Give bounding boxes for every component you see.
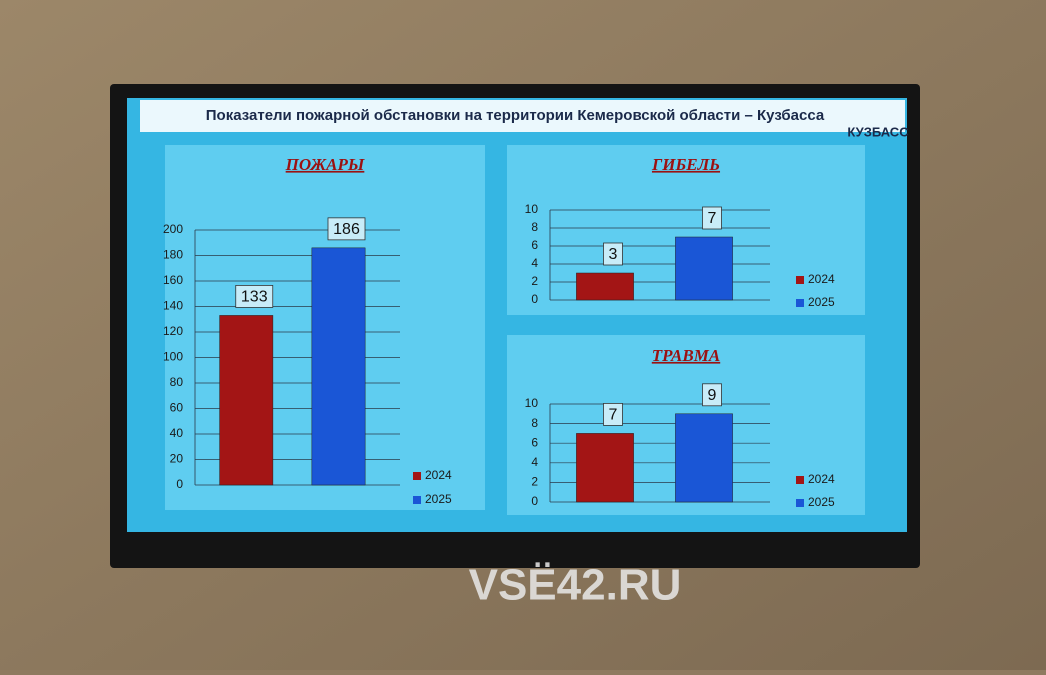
data-label-box <box>603 402 623 426</box>
y-tick-label: 4 <box>531 455 538 469</box>
y-tick-label: 180 <box>163 248 183 262</box>
legend-swatch <box>413 472 421 480</box>
charts: ПОЖАРЫ0204060801001201401601802001332024… <box>163 155 835 509</box>
y-tick-label: 6 <box>531 238 538 252</box>
y-tick-label: 140 <box>163 299 183 313</box>
y-tick-label: 10 <box>525 396 539 410</box>
legend-swatch <box>796 476 804 484</box>
data-label-box <box>702 206 722 230</box>
y-tick-label: 40 <box>170 426 184 440</box>
chart-title: ТРАВМА <box>652 346 720 365</box>
data-label: 9 <box>708 387 717 404</box>
bar <box>576 272 634 301</box>
y-tick-label: 10 <box>525 202 539 216</box>
y-tick-label: 0 <box>531 292 538 306</box>
data-label: 186 <box>333 221 360 238</box>
legend-label: 2025 <box>808 295 835 309</box>
legend-label: 2024 <box>425 468 452 482</box>
chart-title: ГИБЕЛЬ <box>651 155 720 174</box>
legend-swatch <box>413 496 421 504</box>
data-label: 133 <box>241 289 268 306</box>
bar <box>675 236 733 301</box>
bar <box>675 413 733 503</box>
y-tick-label: 200 <box>163 222 183 236</box>
legend-label: 2024 <box>808 272 835 286</box>
data-label-box <box>603 242 623 266</box>
data-label-box <box>702 383 722 407</box>
data-label: 7 <box>708 210 717 227</box>
y-tick-label: 0 <box>531 494 538 508</box>
y-tick-label: 80 <box>170 375 184 389</box>
data-label: 3 <box>609 246 618 263</box>
y-tick-label: 0 <box>176 477 183 491</box>
legend-label: 2025 <box>808 495 835 509</box>
y-tick-label: 2 <box>531 274 538 288</box>
y-tick-label: 160 <box>163 273 183 287</box>
bar <box>576 433 634 503</box>
y-tick-label: 8 <box>531 416 538 430</box>
data-label: 7 <box>609 407 618 424</box>
y-tick-label: 6 <box>531 435 538 449</box>
y-tick-label: 4 <box>531 256 538 270</box>
y-tick-label: 60 <box>170 401 184 415</box>
title-bar <box>140 100 905 132</box>
slide-title: Показатели пожарной обстановки на террит… <box>206 107 825 124</box>
watermark: VSË42.RU <box>469 561 682 610</box>
legend-swatch <box>796 276 804 284</box>
y-tick-label: 120 <box>163 324 183 338</box>
chart-title: ПОЖАРЫ <box>285 155 365 174</box>
y-tick-label: 8 <box>531 220 538 234</box>
data-label-box <box>327 217 366 241</box>
data-label-box <box>235 285 274 308</box>
logo: КУЗБАСС <box>847 124 909 139</box>
legend-swatch <box>796 499 804 507</box>
legend-label: 2024 <box>808 472 835 486</box>
y-tick-label: 20 <box>170 452 184 466</box>
legend-swatch <box>796 299 804 307</box>
bar <box>219 315 274 486</box>
legend-label: 2025 <box>425 492 452 506</box>
bar <box>311 247 366 486</box>
y-tick-label: 100 <box>163 350 183 364</box>
y-tick-label: 2 <box>531 475 538 489</box>
